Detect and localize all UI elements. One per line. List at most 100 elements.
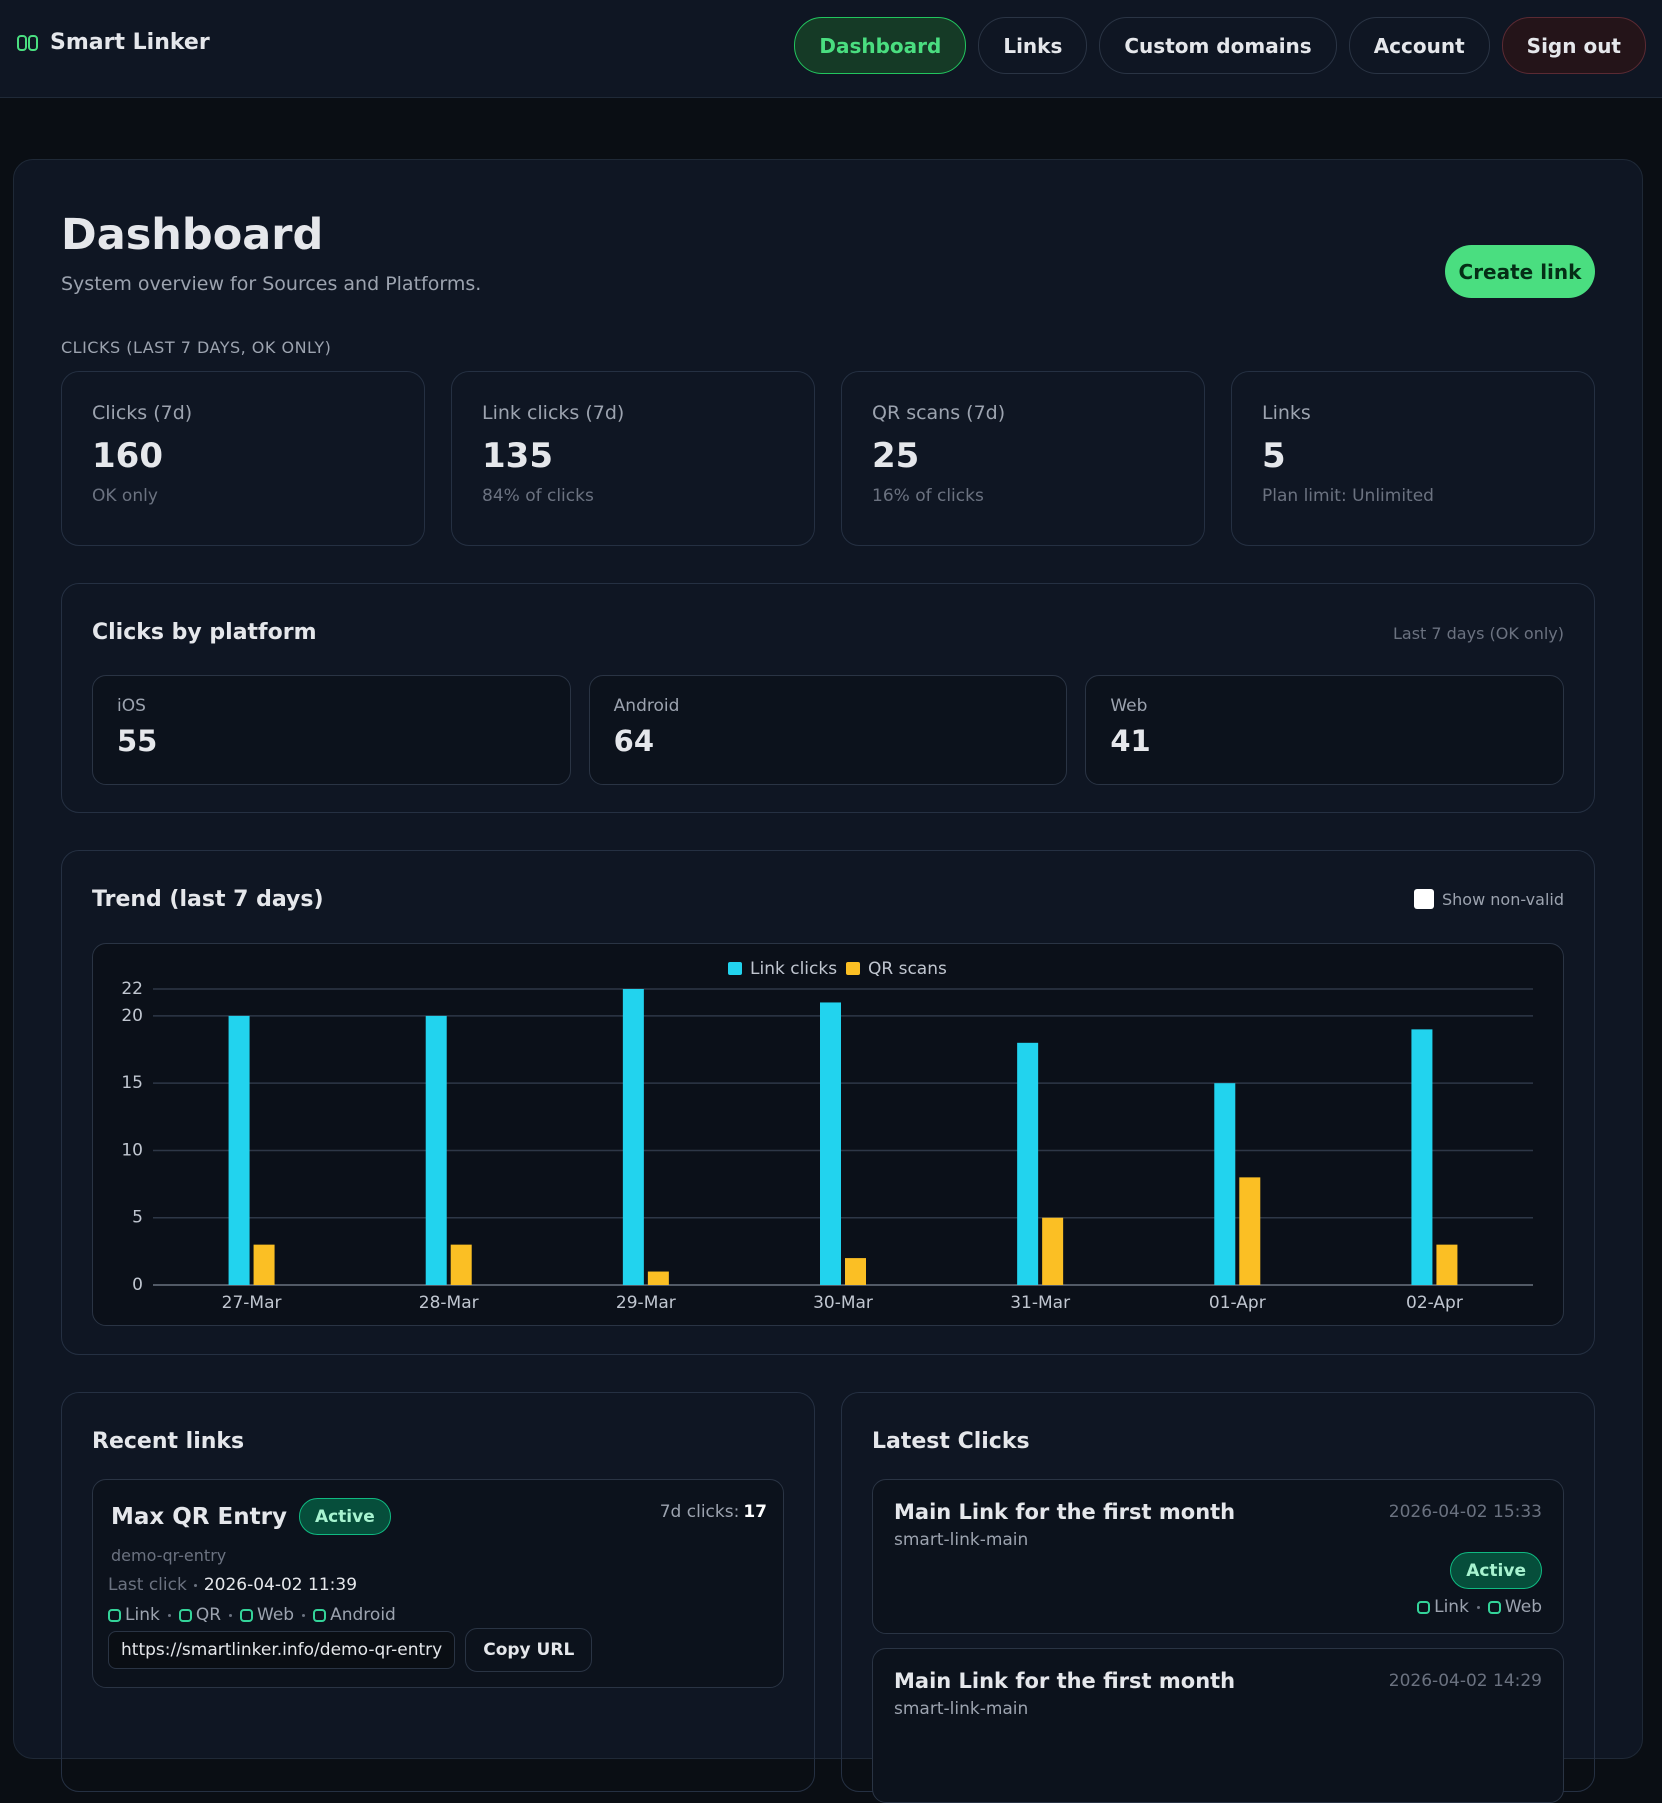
trend-panel: Trend (last 7 days) Show non-valid 0 5 10 1… <box>61 850 1595 1355</box>
stat-cards: Clicks (7d) 160 OK only Link clicks (7d) 135… <box>61 371 1595 546</box>
brand-name: Smart Linker <box>50 30 210 55</box>
status-badge: Active <box>1450 1552 1542 1589</box>
platform-label: Android <box>613 696 680 716</box>
panel-note: Last 7 days (OK only) <box>1392 624 1564 643</box>
x-tick-label: 29-Mar <box>616 1293 676 1313</box>
url-field[interactable]: https://smartlinker.info/demo-qr-entry <box>108 1631 456 1669</box>
click-time: 2026-04-02 15:33 <box>1388 1502 1542 1522</box>
platform-card: iOS 55 <box>92 675 571 785</box>
separator <box>167 1613 171 1617</box>
recent-links-panel: Recent links Max QR Entry Active 7d clicks… <box>61 1392 815 1792</box>
tag-icon <box>240 1608 254 1622</box>
nav-items: Dashboard Links Custom domains Account Sign … <box>794 17 1646 74</box>
bar <box>1411 1029 1433 1285</box>
create-link-button[interactable]: Create link <box>1445 245 1595 298</box>
legend-swatch <box>728 962 742 975</box>
last-click-label: Last click <box>108 1575 187 1595</box>
main-card: Dashboard System overview for Sources an… <box>13 159 1643 1803</box>
copy-button[interactable]: Copy URL <box>465 1628 593 1672</box>
bar <box>1042 1217 1064 1285</box>
tag: QR <box>178 1605 222 1625</box>
bar <box>820 1002 841 1285</box>
y-tick-label: 5 <box>132 1208 143 1228</box>
tag: Link <box>1417 1597 1469 1617</box>
page-subtitle: System overview for Sources and Platform… <box>61 273 482 295</box>
platform-row: iOS 55 Android 64 Web 41 <box>92 675 1565 785</box>
click-time: 2026-04-02 14:29 <box>1388 1671 1542 1691</box>
platform-card: Android 64 <box>588 675 1068 785</box>
non-valid-toggle[interactable]: Show non-valid <box>1414 889 1564 909</box>
click-link-name: Main Link for the first month <box>894 1669 1236 1693</box>
y-tick-label: 20 <box>121 1006 143 1026</box>
platform-panel: Clicks by platform Last 7 days (OK only)… <box>61 583 1595 813</box>
tag-label: Web <box>1504 1597 1542 1617</box>
brand[interactable]: Smart Linker <box>16 30 210 55</box>
checkbox[interactable] <box>1414 889 1434 909</box>
bar <box>1436 1244 1458 1285</box>
x-tick-label: 02-Apr <box>1406 1293 1463 1313</box>
clicks-label: 7d clicks: <box>659 1502 740 1522</box>
separator <box>1476 1605 1480 1609</box>
platform-value: 41 <box>1110 724 1151 758</box>
link-title-row: Max QR Entry Active <box>111 1498 391 1535</box>
bar <box>1214 1083 1236 1285</box>
tag-label: QR <box>195 1605 222 1625</box>
separator <box>229 1613 233 1617</box>
tag: Link <box>108 1605 160 1625</box>
tag-label: Link <box>1434 1597 1469 1617</box>
stat-note: 16% of clicks <box>872 486 984 506</box>
bar <box>425 1015 447 1285</box>
nav-button[interactable]: Sign out <box>1501 17 1646 74</box>
tag-label: Web <box>257 1605 295 1625</box>
url-row: https://smartlinker.info/demo-qr-entry Co… <box>108 1628 593 1672</box>
stat-label: Link clicks (7d) <box>482 402 625 424</box>
nav-button[interactable]: Links <box>978 17 1088 74</box>
chart-title: Trend (last 7 days) <box>92 887 324 912</box>
y-tick-label: 15 <box>121 1073 143 1093</box>
x-tick-label: 01-Apr <box>1209 1293 1266 1313</box>
nav-button[interactable]: Account <box>1348 17 1490 74</box>
stat-value: 135 <box>482 436 553 476</box>
last-click-time: 2026-04-02 11:39 <box>203 1575 358 1595</box>
link-clicks: 7d clicks: 17 <box>660 1502 767 1522</box>
nav-button[interactable]: Custom domains <box>1099 17 1337 74</box>
clicks-value: 17 <box>743 1502 767 1522</box>
latest-clicks-panel: Latest Clicks Main Link for the first mo… <box>841 1392 1595 1803</box>
nav-button[interactable]: Dashboard <box>794 17 967 74</box>
y-tick-label: 0 <box>132 1275 143 1295</box>
click-item: Main Link for the first month smart-link-… <box>872 1479 1564 1634</box>
stat-card: Clicks (7d) 160 OK only <box>61 371 425 546</box>
y-tick-label: 22 <box>121 979 143 999</box>
tag-icon <box>178 1608 192 1622</box>
x-tick-label: 28-Mar <box>419 1293 479 1313</box>
link-name: Max QR Entry <box>111 1503 287 1530</box>
toggle-label: Show non-valid <box>1442 889 1564 909</box>
brand-icon <box>17 34 38 51</box>
link-item: Max QR Entry Active 7d clicks: 17 demo-qr-en… <box>92 1479 784 1688</box>
click-link-name: Main Link for the first month <box>894 1500 1236 1524</box>
click-slug: smart-link-main <box>894 1699 1029 1719</box>
stat-value: 25 <box>872 436 920 476</box>
stat-label: Clicks (7d) <box>92 402 193 424</box>
stat-value: 5 <box>1262 436 1286 476</box>
x-tick-label: 30-Mar <box>813 1293 873 1313</box>
bar <box>253 1244 275 1285</box>
tag-icon <box>313 1608 327 1622</box>
stat-card: Link clicks (7d) 135 84% of clicks <box>451 371 815 546</box>
x-tick-label: 31-Mar <box>1010 1293 1070 1313</box>
stat-value: 160 <box>92 436 163 476</box>
tag-icon <box>108 1608 121 1622</box>
bar <box>647 1271 669 1285</box>
stat-label: Links <box>1262 402 1311 424</box>
page-title: Dashboard <box>61 210 324 260</box>
panel-title: Recent links <box>92 1429 245 1454</box>
stat-note: Plan limit: Unlimited <box>1262 486 1434 506</box>
stat-note: 84% of clicks <box>482 486 594 506</box>
platform-value: 55 <box>117 724 158 758</box>
stats-heading: CLICKS (LAST 7 DAYS, OK ONLY) <box>61 338 332 357</box>
click-item: Main Link for the first month smart-link-… <box>872 1648 1564 1803</box>
y-tick-label: 10 <box>121 1140 143 1160</box>
legend-label: QR scans <box>868 959 947 979</box>
